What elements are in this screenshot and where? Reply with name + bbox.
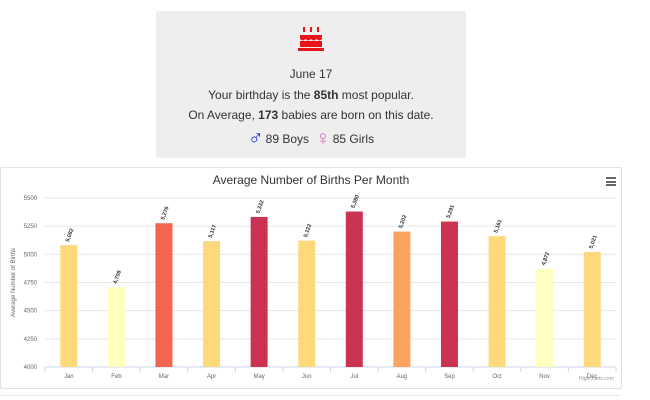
y-tick-label: 5000: [24, 252, 38, 258]
male-icon: ♂: [247, 127, 264, 150]
y-tick-label: 4250: [24, 337, 38, 343]
chart-credit[interactable]: Highcharts.com: [579, 376, 614, 382]
chart-plot: 4000 4250 4500 4750 5000 5250 5500 Average Numb…: [11, 194, 617, 380]
divider: [0, 395, 620, 396]
x-tick-label: Feb: [111, 374, 122, 380]
x-tick-label: Jul: [350, 374, 358, 380]
bar-feb: [107, 287, 125, 367]
x-tick-label: Mar: [159, 374, 169, 380]
x-tick-label: Aug: [397, 374, 408, 380]
female-icon: ♀: [315, 127, 331, 150]
bar-sep: [440, 221, 458, 367]
birthday-cake-icon: [298, 27, 324, 51]
data-label: 5,276: [160, 206, 170, 221]
x-tick-label: Jun: [302, 374, 312, 380]
bar-dec: [583, 251, 601, 367]
average-births-text: On Average, 173 babies are born on this …: [188, 108, 434, 122]
y-tick-label: 4500: [24, 309, 38, 315]
bar-oct: [488, 236, 506, 367]
chart-title: Average Number of Births Per Month: [212, 173, 410, 187]
y-tick-label: 5500: [24, 196, 38, 202]
y-tick-label: 4000: [24, 365, 38, 371]
bar-nov: [536, 268, 554, 367]
data-label: 5,021: [588, 235, 598, 250]
x-tick-label: Oct: [492, 374, 502, 380]
bar-jul: [345, 211, 363, 367]
births-per-month-chart: Average Number of Births Per Month 4000 4…: [0, 167, 622, 389]
gender-breakdown: ♂ 89 Boys ♀ 85 Girls: [156, 128, 466, 150]
data-label: 5,082: [65, 228, 75, 243]
bar-jun: [298, 240, 316, 367]
data-label: 5,380: [351, 194, 361, 209]
x-tick-label: Jan: [64, 374, 74, 380]
average-births-value: 173: [258, 108, 279, 122]
bar-apr: [203, 241, 221, 367]
data-label: 5,202: [398, 214, 408, 229]
x-tick-label: Nov: [539, 374, 550, 380]
boys-count: 89 Boys: [265, 132, 309, 146]
data-label: 5,117: [208, 224, 218, 239]
rank-value: 85th: [313, 88, 339, 102]
data-label: 4,708: [113, 270, 123, 285]
girls-count: 85 Girls: [332, 132, 375, 146]
data-label: 5,122: [303, 223, 313, 238]
bar-mar: [155, 223, 173, 367]
bar-jan: [60, 245, 78, 367]
birthday-info-card: June 17 Your birthday is the 85th most p…: [156, 11, 466, 158]
popularity-rank-text: Your birthday is the 85th most popular.: [208, 88, 414, 102]
bar-may: [250, 216, 268, 367]
y-tick-label: 4750: [24, 281, 38, 287]
data-label: 5,161: [493, 219, 503, 234]
data-label: 5,291: [446, 204, 456, 219]
bar-aug: [393, 231, 411, 367]
hamburger-menu-icon[interactable]: [606, 177, 616, 186]
x-tick-label: Apr: [207, 374, 216, 380]
data-label: 5,332: [255, 200, 265, 215]
x-tick-label: May: [253, 374, 264, 380]
x-tick-label: Dec: [587, 374, 598, 380]
y-tick-label: 5250: [24, 224, 38, 230]
x-tick-label: Sep: [444, 374, 455, 380]
y-axis-label: Average Number of Births: [11, 248, 17, 317]
birth-date: June 17: [289, 67, 333, 81]
data-label: 4,872: [541, 251, 551, 266]
